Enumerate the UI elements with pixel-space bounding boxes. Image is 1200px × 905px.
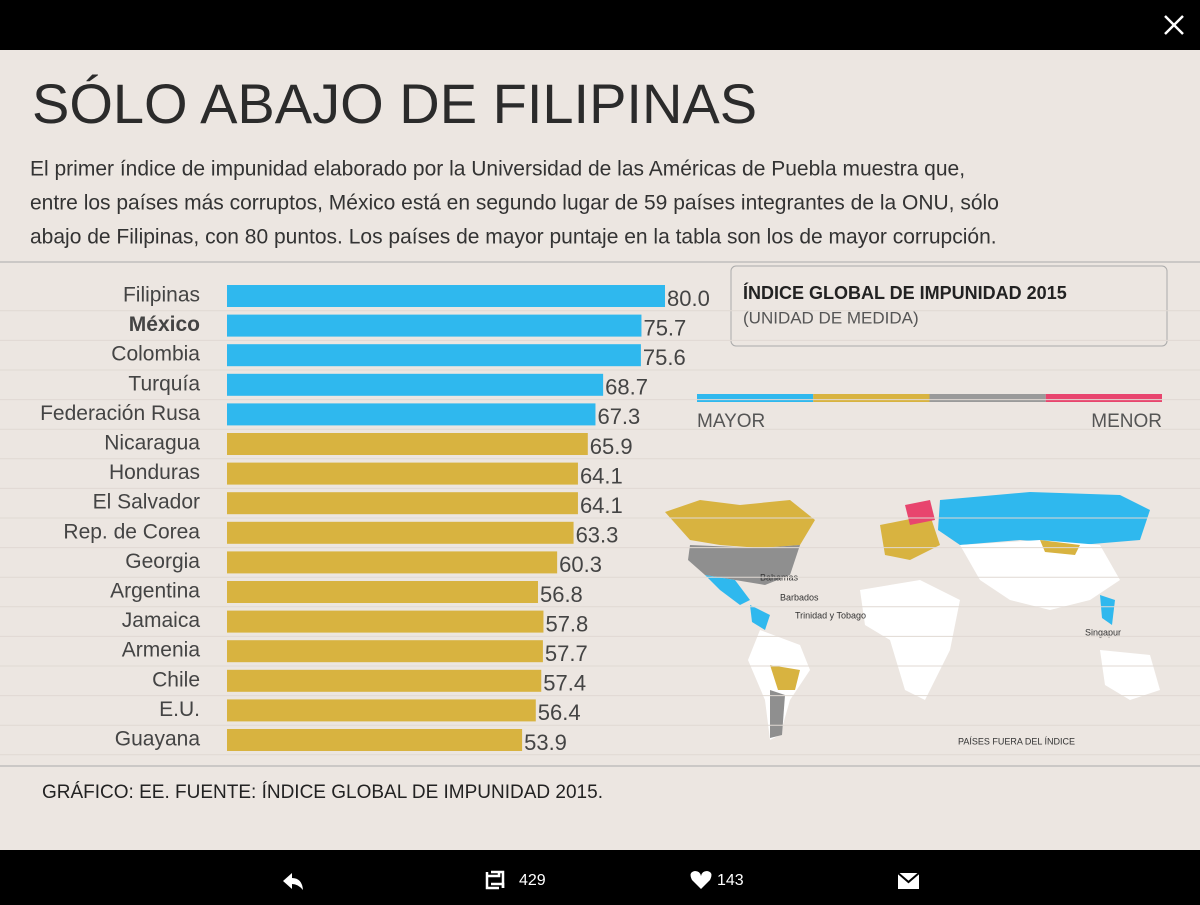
bar [227,581,538,603]
value-label: 63.3 [576,523,619,548]
world-map [665,492,1160,740]
category-label: E.U. [159,698,200,721]
value-label: 68.7 [605,375,648,400]
infographic [0,50,1200,850]
legend-high: MENOR [1091,411,1162,432]
category-label: Turquía [128,372,200,395]
like-count: 143 [717,872,744,889]
value-label: 80.0 [667,286,710,311]
bar [227,462,578,485]
map-label: Barbados [780,592,819,602]
map-label: Trinidad y Tobago [795,610,866,620]
bar [227,285,665,307]
bar [227,729,523,751]
category-label: Guayana [115,728,201,751]
value-label: 53.9 [524,730,567,755]
bar [227,610,544,633]
category-label: Rep. de Corea [63,520,200,543]
bar [227,344,641,367]
value-label: 57.4 [543,671,586,696]
category-label: Jamaica [122,609,201,632]
category-label: Colombia [111,343,200,366]
value-label: 67.3 [597,404,640,429]
bar [227,492,578,515]
legend-title: ÍNDICE GLOBAL DE IMPUNIDAD 2015 [743,282,1067,303]
legend-swatch [929,394,1046,402]
bar [227,551,558,574]
category-label: Nicaragua [104,432,200,455]
retweet-count: 429 [519,872,546,889]
bar [227,373,604,396]
legend-low: MAYOR [697,411,765,432]
bar [227,669,542,692]
value-label: 57.8 [545,611,588,636]
legend-swatch [813,394,930,402]
value-label: 75.7 [643,315,686,340]
value-label: 64.1 [580,463,623,488]
bar [227,314,642,337]
subtitle-line: abajo de Filipinas, con 80 puntos. Los p… [30,226,997,249]
category-label: Federación Rusa [40,402,200,425]
legend-swatch [697,394,814,402]
value-label: 57.7 [545,641,588,666]
legend-swatch [1045,394,1162,402]
message-button[interactable] [897,872,920,889]
bar [227,403,596,426]
subtitle-line: entre los países más corruptos, México e… [30,192,999,215]
category-label: México [129,313,200,336]
category-label: El Salvador [93,491,200,514]
value-label: 60.3 [559,552,602,577]
category-label: Argentina [110,580,200,603]
legend-subtitle: (UNIDAD DE MEDIDA) [743,308,919,327]
category-label: Georgia [125,550,200,573]
bar [227,640,543,663]
reply-button[interactable] [283,873,303,890]
retweet-button[interactable]: 429 [485,870,546,890]
chart-title: SÓLO ABAJO DE FILIPINAS [32,72,757,135]
map-label: Singapur [1085,627,1121,637]
value-label: 75.6 [643,345,686,370]
value-label: 64.1 [580,493,623,518]
close-button[interactable] [1164,15,1184,35]
bar [227,433,588,455]
value-label: 56.8 [540,582,583,607]
legend-box [730,265,1168,347]
category-label: Armenia [122,639,201,662]
like-button[interactable]: 143 [690,871,744,889]
map-label: PAÍSES FUERA DEL ÍNDICE [958,736,1075,746]
subtitle-line: El primer índice de impunidad elaborado … [30,158,965,181]
category-label: Honduras [109,461,200,484]
bar [227,699,536,722]
bar [227,521,574,544]
category-label: Filipinas [123,284,200,307]
value-label: 56.4 [538,700,581,725]
value-label: 65.9 [590,434,633,459]
category-label: Chile [152,668,200,691]
footer: GRÁFICO: EE. FUENTE: ÍNDICE GLOBAL DE IM… [42,782,603,803]
